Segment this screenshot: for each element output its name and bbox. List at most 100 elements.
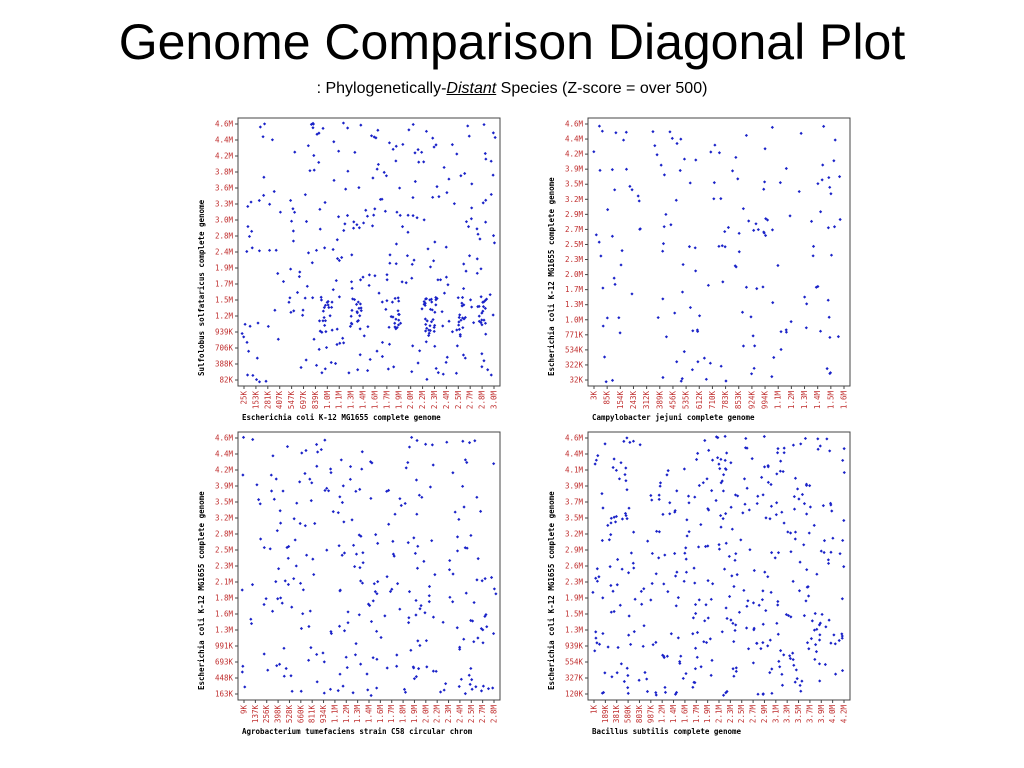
plot-frame bbox=[587, 431, 851, 701]
match-dot bbox=[388, 253, 392, 257]
match-dot bbox=[328, 687, 333, 691]
match-dot bbox=[627, 614, 631, 618]
match-dot bbox=[430, 443, 434, 447]
match-dot bbox=[444, 275, 449, 279]
match-dot bbox=[483, 220, 488, 224]
match-dot bbox=[491, 234, 496, 238]
match-dot bbox=[458, 332, 462, 337]
match-dot bbox=[818, 679, 822, 683]
match-dot bbox=[626, 686, 630, 690]
match-dot bbox=[486, 368, 490, 372]
match-dot bbox=[290, 689, 294, 693]
x-axis-title: Escherichia coli K-12 MG1655 complete ge… bbox=[242, 413, 441, 422]
match-dot bbox=[817, 638, 822, 642]
match-dot bbox=[826, 561, 831, 566]
match-dot bbox=[799, 442, 803, 446]
match-dot bbox=[264, 379, 268, 383]
match-dot bbox=[491, 131, 495, 135]
x-tick-label: 580K bbox=[624, 705, 633, 724]
match-dot bbox=[818, 210, 823, 214]
match-dot bbox=[298, 581, 303, 585]
match-dot bbox=[693, 581, 697, 585]
match-dot bbox=[604, 380, 608, 384]
y-tick-label: 2.3M bbox=[565, 578, 584, 587]
match-dot bbox=[460, 304, 464, 308]
match-dot bbox=[723, 458, 727, 462]
match-dot bbox=[701, 481, 705, 485]
match-dot bbox=[357, 613, 361, 617]
match-dot bbox=[489, 373, 493, 377]
match-dot bbox=[331, 510, 335, 514]
x-tick-label: 1.1M bbox=[335, 391, 344, 410]
x-tick-label: 1.9M bbox=[394, 391, 403, 410]
match-dot bbox=[483, 306, 487, 310]
y-tick-label: 3.2M bbox=[215, 514, 234, 523]
match-dot bbox=[814, 650, 819, 654]
match-dot bbox=[600, 129, 604, 133]
match-dot bbox=[833, 138, 837, 142]
y-tick-label: 1.3M bbox=[565, 300, 584, 309]
match-dot bbox=[428, 328, 432, 333]
match-dot bbox=[491, 686, 495, 690]
match-dot bbox=[694, 611, 698, 616]
y-axis-title: Sulfolobus solfataricus complete genome bbox=[197, 199, 206, 376]
match-dot bbox=[761, 493, 765, 497]
x-tick-label: 1.4M bbox=[365, 705, 374, 724]
match-dot bbox=[464, 269, 468, 273]
match-dot bbox=[479, 509, 483, 513]
y-tick-label: 3.2M bbox=[565, 195, 584, 204]
match-dot bbox=[709, 597, 713, 601]
match-dot bbox=[489, 192, 493, 197]
x-tick-label: 1.9M bbox=[703, 705, 712, 724]
match-dot bbox=[366, 688, 370, 692]
match-dot bbox=[243, 685, 247, 689]
x-tick-label: 1.1M bbox=[774, 391, 783, 410]
match-dot bbox=[802, 502, 807, 506]
y-tick-label: 163K bbox=[215, 690, 234, 699]
match-dot bbox=[272, 189, 276, 194]
match-dot bbox=[262, 652, 266, 656]
match-dot bbox=[842, 470, 846, 475]
x-tick-label: 1.4M bbox=[359, 391, 368, 410]
match-dot bbox=[462, 286, 466, 291]
match-dot bbox=[427, 600, 431, 604]
x-tick-label: 1K bbox=[590, 705, 599, 715]
x-tick-label: 1.2M bbox=[787, 391, 796, 410]
y-tick-label: 2.7M bbox=[565, 225, 584, 234]
match-dot bbox=[467, 134, 471, 138]
match-dot bbox=[492, 241, 497, 245]
match-dot bbox=[444, 245, 448, 249]
match-dot bbox=[313, 521, 317, 526]
match-dot bbox=[736, 177, 740, 181]
match-dot bbox=[380, 197, 384, 201]
x-tick-label: 2.4M bbox=[442, 391, 451, 410]
match-dot bbox=[460, 301, 464, 305]
match-dot bbox=[372, 213, 376, 217]
match-dot bbox=[836, 335, 840, 339]
match-dot bbox=[821, 504, 825, 508]
match-dot bbox=[840, 636, 844, 640]
x-tick-label: 547K bbox=[287, 391, 296, 410]
y-tick-label: 388K bbox=[215, 360, 234, 369]
match-dot bbox=[756, 227, 760, 232]
match-dot bbox=[661, 653, 665, 657]
x-tick-label: 1.2M bbox=[658, 705, 667, 724]
x-tick-label: 85K bbox=[603, 391, 612, 405]
match-dot bbox=[458, 647, 462, 651]
match-dot bbox=[320, 371, 324, 375]
match-dot bbox=[727, 594, 732, 599]
x-tick-label: 3.1M bbox=[771, 705, 780, 724]
match-dot bbox=[268, 202, 272, 206]
match-dot bbox=[724, 541, 728, 545]
match-dot bbox=[290, 605, 294, 609]
match-dot bbox=[705, 477, 709, 481]
y-tick-label: 3.0M bbox=[215, 216, 234, 225]
match-dot bbox=[703, 438, 707, 443]
dotplot-ecoli-vs-campylobacter: 32K 322K 534K 771K 1.0M 1.3M 1.7M 2.0M 2.3M 2.5M 2… bbox=[547, 117, 851, 422]
match-dot bbox=[628, 184, 632, 188]
match-dot bbox=[311, 126, 315, 130]
match-dot bbox=[484, 332, 488, 336]
match-dot bbox=[784, 166, 788, 171]
match-dot bbox=[802, 614, 806, 618]
match-dot bbox=[661, 375, 665, 380]
